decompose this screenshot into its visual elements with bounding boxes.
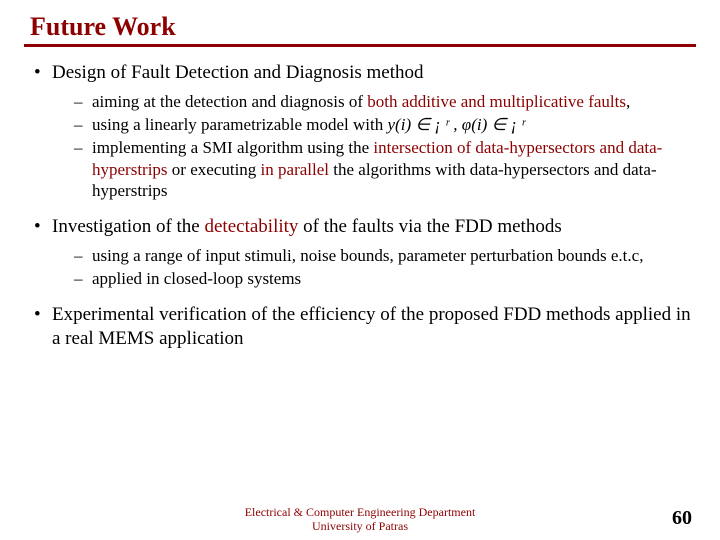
bullet-text: Design of Fault Detection and Diagnosis … [52, 62, 424, 83]
footer: Electrical & Computer Engineering Depart… [0, 506, 720, 534]
footer-line2: University of Patras [0, 520, 720, 534]
page-number: 60 [672, 507, 692, 530]
slide-title: Future Work [24, 12, 696, 47]
highlight-text: both additive and multiplicative faults [367, 92, 626, 111]
bullet-item: Investigation of the detectability of th… [34, 215, 696, 289]
highlight-text: detectability [205, 216, 299, 237]
sub-bullet-item: implementing a SMI algorithm using the i… [74, 137, 696, 201]
sub-bullet-list: aiming at the detection and diagnosis of… [52, 91, 696, 201]
sub-bullet-item: aiming at the detection and diagnosis of… [74, 91, 696, 112]
sub-bullet-text: aiming at the detection and diagnosis of… [92, 92, 630, 111]
sub-bullet-item: applied in closed-loop systems [74, 268, 696, 289]
highlight-text: in parallel [261, 160, 329, 179]
sub-bullet-text: implementing a SMI algorithm using the i… [92, 138, 662, 200]
bullet-text: Investigation of the detectability of th… [52, 216, 562, 237]
sub-bullet-item: using a linearly parametrizable model wi… [74, 114, 696, 135]
sub-bullet-item: using a range of input stimuli, noise bo… [74, 245, 696, 266]
bullet-list: Design of Fault Detection and Diagnosis … [24, 61, 696, 351]
footer-line1: Electrical & Computer Engineering Depart… [0, 506, 720, 520]
bullet-item: Design of Fault Detection and Diagnosis … [34, 61, 696, 201]
sub-bullet-list: using a range of input stimuli, noise bo… [52, 245, 696, 290]
sub-bullet-text: using a linearly parametrizable model wi… [92, 115, 525, 134]
sub-bullet-text: using a range of input stimuli, noise bo… [92, 246, 643, 265]
sub-bullet-text: applied in closed-loop systems [92, 269, 301, 288]
bullet-text: Experimental verification of the efficie… [52, 304, 691, 349]
math-expr: y(i) ∈ ¡ ʳ , φ(i) ∈ ¡ ʳ [388, 115, 526, 134]
bullet-item: Experimental verification of the efficie… [34, 303, 696, 351]
